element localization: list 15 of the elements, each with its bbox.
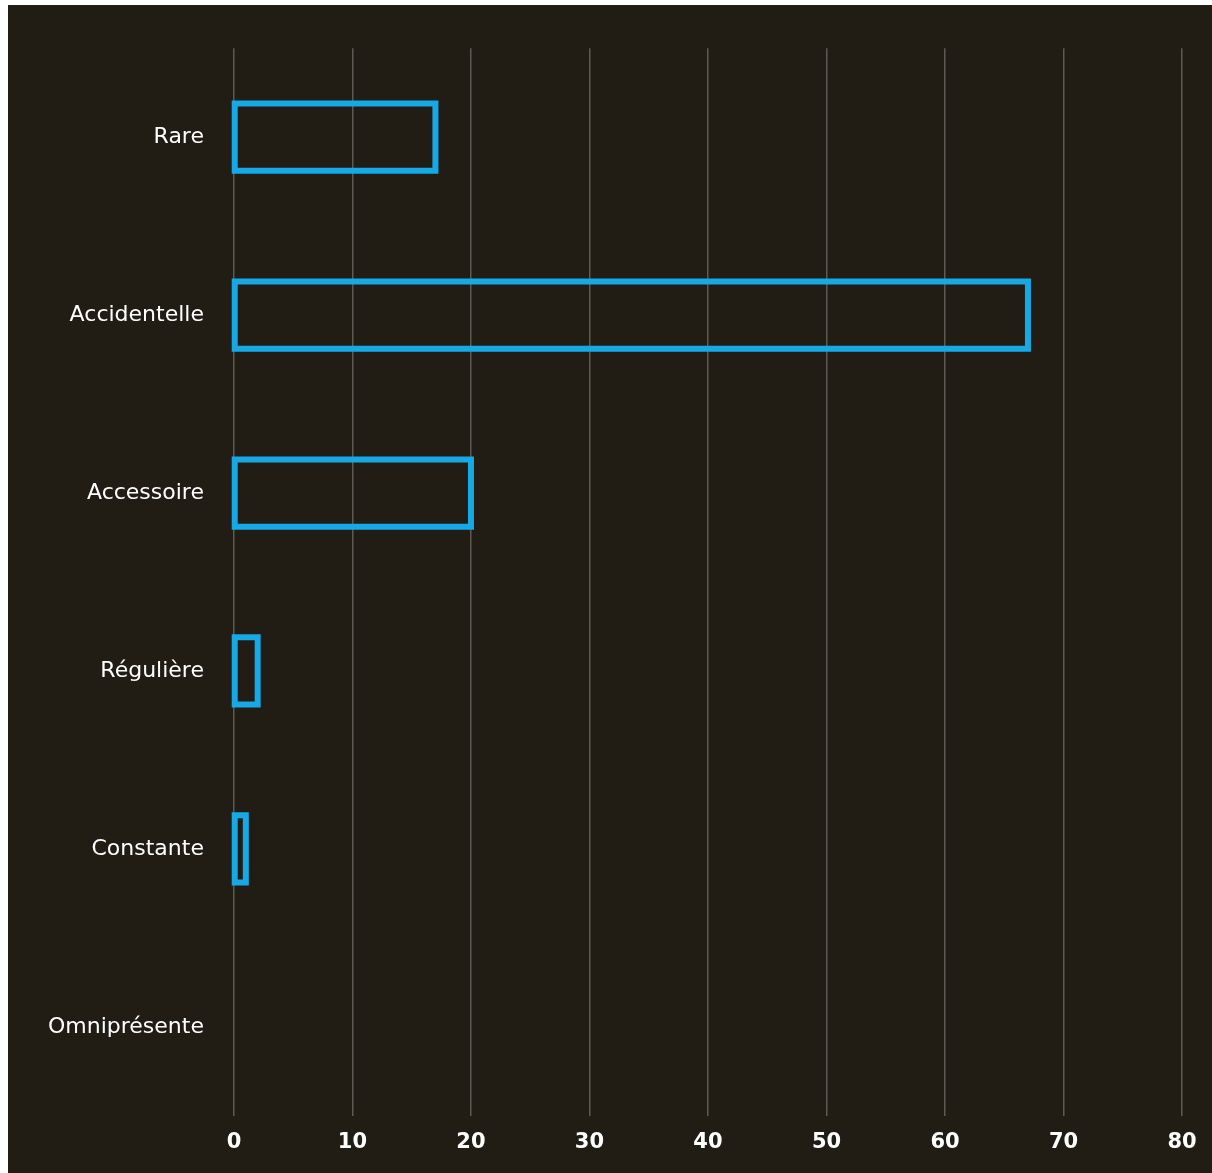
y-tick-label: Accessoire <box>86 478 204 504</box>
x-tick-label: 20 <box>456 1128 486 1153</box>
y-tick-label: Constante <box>91 834 204 860</box>
y-tick-label: Régulière <box>100 656 204 682</box>
x-tick-label: 60 <box>930 1128 960 1153</box>
x-tick-label: 30 <box>574 1128 605 1153</box>
x-tick-label: 0 <box>226 1128 242 1153</box>
y-tick-label: Rare <box>153 122 204 148</box>
x-tick-label: 10 <box>337 1128 368 1153</box>
x-tick-label: 50 <box>811 1128 842 1153</box>
y-tick-label: Accidentelle <box>69 300 204 326</box>
x-tick-label: 40 <box>693 1128 723 1153</box>
x-tick-label: 80 <box>1167 1128 1197 1153</box>
y-tick-label: Omniprésente <box>48 1012 204 1038</box>
x-tick-label: 70 <box>1048 1128 1079 1153</box>
